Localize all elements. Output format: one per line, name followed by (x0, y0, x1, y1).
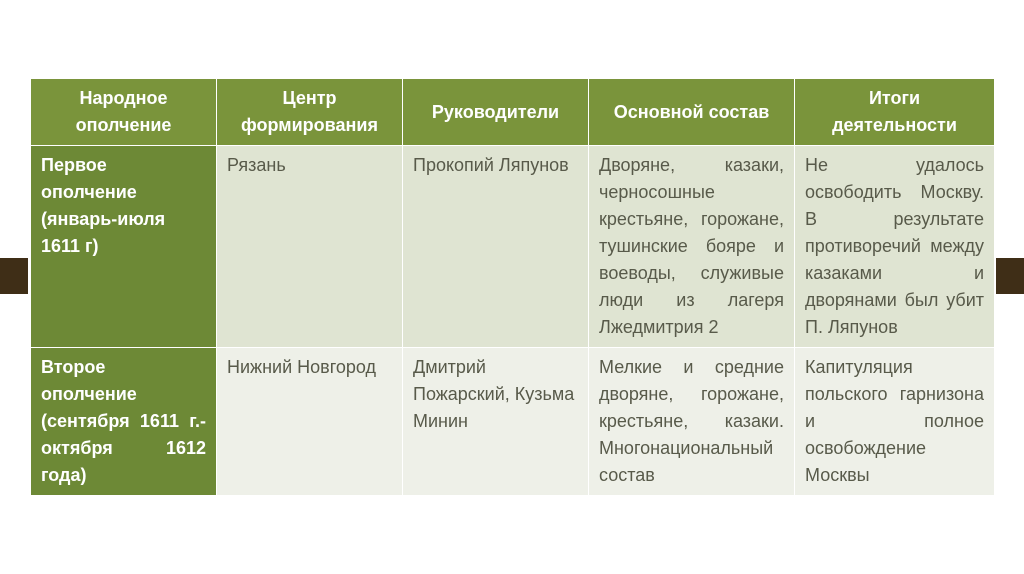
militia-table: Народное ополчение Центр формирования Ру… (30, 78, 995, 496)
cell-militia-2-results: Капитуляция польского гарнизона и полное… (795, 348, 995, 496)
col-head-militia: Народное ополчение (31, 79, 217, 146)
col-head-results: Итоги деятельности (795, 79, 995, 146)
cell-militia-1-name: Первое ополчение (январь-июля 1611 г) (31, 146, 217, 348)
cell-militia-1-leaders: Прокопий Ляпунов (403, 146, 589, 348)
decorative-bar-left (0, 258, 28, 294)
cell-militia-2-members: Мелкие и средние дворяне, горожане, крес… (589, 348, 795, 496)
table-row: Первое ополчение (январь-июля 1611 г) Ря… (31, 146, 995, 348)
cell-militia-2-name: Второе ополчение (сентября 1611 г.-октяб… (31, 348, 217, 496)
militia-table-container: Народное ополчение Центр формирования Ру… (30, 78, 994, 496)
col-head-members: Основной состав (589, 79, 795, 146)
decorative-bar-right (996, 258, 1024, 294)
table-header-row: Народное ополчение Центр формирования Ру… (31, 79, 995, 146)
table-row: Второе ополчение (сентября 1611 г.-октяб… (31, 348, 995, 496)
cell-militia-2-center: Нижний Новгород (217, 348, 403, 496)
cell-militia-2-leaders: Дмитрий Пожарский, Кузьма Минин (403, 348, 589, 496)
cell-militia-1-results: Не удалось освободить Москву. В результа… (795, 146, 995, 348)
cell-militia-1-center: Рязань (217, 146, 403, 348)
col-head-leaders: Руководители (403, 79, 589, 146)
cell-militia-1-members: Дворяне, казаки, черносошные крестьяне, … (589, 146, 795, 348)
col-head-center: Центр формирования (217, 79, 403, 146)
